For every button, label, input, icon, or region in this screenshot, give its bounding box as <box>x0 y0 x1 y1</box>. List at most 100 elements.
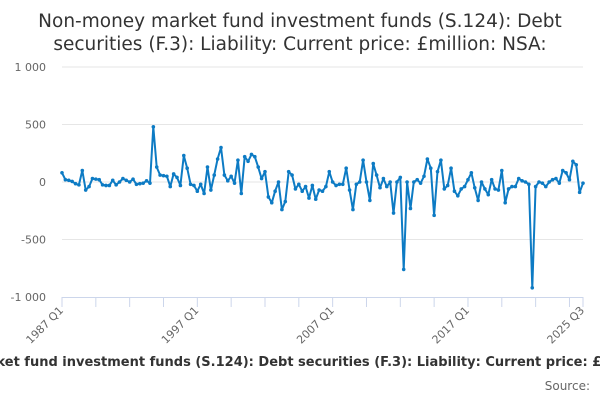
data-point[interactable] <box>527 182 531 187</box>
data-point[interactable] <box>540 181 545 185</box>
data-point[interactable] <box>283 199 288 204</box>
data-point[interactable] <box>581 181 585 185</box>
data-point[interactable] <box>158 173 162 177</box>
data-point[interactable] <box>574 162 579 167</box>
data-point[interactable] <box>317 188 321 192</box>
data-point[interactable] <box>141 181 145 185</box>
data-point[interactable] <box>533 184 538 189</box>
data-point[interactable] <box>144 179 149 183</box>
data-point[interactable] <box>246 159 250 164</box>
data-point[interactable] <box>439 158 443 162</box>
data-point[interactable] <box>354 182 359 187</box>
data-point[interactable] <box>195 189 200 193</box>
data-point[interactable] <box>171 172 176 176</box>
data-point[interactable] <box>188 182 193 187</box>
data-point[interactable] <box>209 188 213 192</box>
data-point[interactable] <box>361 158 365 162</box>
data-point[interactable] <box>70 179 74 184</box>
data-point[interactable] <box>503 200 507 205</box>
data-point[interactable] <box>66 178 71 183</box>
data-point[interactable] <box>476 198 480 203</box>
data-point[interactable] <box>175 175 179 180</box>
data-point[interactable] <box>286 169 291 174</box>
data-point[interactable] <box>368 198 372 203</box>
data-point[interactable] <box>290 173 294 177</box>
data-point[interactable] <box>215 157 220 161</box>
data-point[interactable] <box>90 176 95 181</box>
data-point[interactable] <box>239 191 244 196</box>
data-point[interactable] <box>300 189 305 193</box>
data-point[interactable] <box>571 159 575 164</box>
data-point[interactable] <box>456 194 460 198</box>
data-point[interactable] <box>313 197 318 202</box>
data-point[interactable] <box>94 177 98 181</box>
data-point[interactable] <box>110 178 115 183</box>
data-point[interactable] <box>374 173 379 177</box>
data-point[interactable] <box>219 145 223 150</box>
data-point[interactable] <box>297 182 301 187</box>
data-point[interactable] <box>73 181 78 186</box>
data-point[interactable] <box>479 180 484 184</box>
data-point[interactable] <box>337 182 342 187</box>
data-point[interactable] <box>320 189 325 193</box>
data-point[interactable] <box>564 171 568 175</box>
data-point[interactable] <box>425 157 430 161</box>
data-point[interactable] <box>554 176 558 181</box>
data-point[interactable] <box>87 184 91 189</box>
data-point[interactable] <box>557 181 562 185</box>
data-point[interactable] <box>114 183 118 187</box>
data-point[interactable] <box>412 180 416 184</box>
data-point[interactable] <box>405 180 409 184</box>
data-point[interactable] <box>212 173 217 177</box>
data-point[interactable] <box>324 184 328 189</box>
data-point[interactable] <box>466 177 470 182</box>
data-point[interactable] <box>269 200 274 205</box>
data-point[interactable] <box>469 171 474 175</box>
data-point[interactable] <box>483 187 487 191</box>
data-point[interactable] <box>334 183 338 188</box>
data-point[interactable] <box>523 180 528 184</box>
data-point[interactable] <box>459 187 464 191</box>
data-point[interactable] <box>165 174 169 179</box>
data-point[interactable] <box>117 180 122 184</box>
data-point[interactable] <box>408 206 413 211</box>
data-point[interactable] <box>472 185 477 190</box>
data-point[interactable] <box>276 180 281 184</box>
data-point[interactable] <box>80 168 85 173</box>
data-point[interactable] <box>442 187 447 191</box>
data-point[interactable] <box>432 213 436 218</box>
data-point[interactable] <box>330 180 335 184</box>
data-point[interactable] <box>381 176 386 181</box>
data-point[interactable] <box>364 180 369 184</box>
data-point[interactable] <box>134 182 139 187</box>
data-point[interactable] <box>222 173 227 177</box>
data-point[interactable] <box>198 182 203 187</box>
data-point[interactable] <box>229 174 233 179</box>
data-point[interactable] <box>510 184 514 189</box>
data-point[interactable] <box>395 180 399 184</box>
data-point[interactable] <box>127 180 132 184</box>
data-point[interactable] <box>577 190 582 195</box>
data-point[interactable] <box>104 183 108 188</box>
data-point[interactable] <box>388 180 392 184</box>
data-point[interactable] <box>351 207 355 212</box>
data-point[interactable] <box>340 182 345 187</box>
data-point[interactable] <box>131 177 135 181</box>
data-point[interactable] <box>462 184 467 189</box>
data-point[interactable] <box>266 195 271 199</box>
data-point[interactable] <box>537 180 541 184</box>
data-point[interactable] <box>445 183 450 188</box>
data-point[interactable] <box>124 178 129 183</box>
data-point[interactable] <box>181 153 186 158</box>
data-point[interactable] <box>107 183 112 188</box>
data-point[interactable] <box>550 177 555 182</box>
data-point[interactable] <box>398 175 403 180</box>
data-point[interactable] <box>293 187 298 191</box>
data-point[interactable] <box>161 173 166 178</box>
data-point[interactable] <box>253 154 257 159</box>
data-point[interactable] <box>154 165 159 169</box>
data-point[interactable] <box>263 169 267 174</box>
data-point[interactable] <box>422 174 426 179</box>
data-point[interactable] <box>496 188 501 192</box>
data-point[interactable] <box>232 181 237 185</box>
